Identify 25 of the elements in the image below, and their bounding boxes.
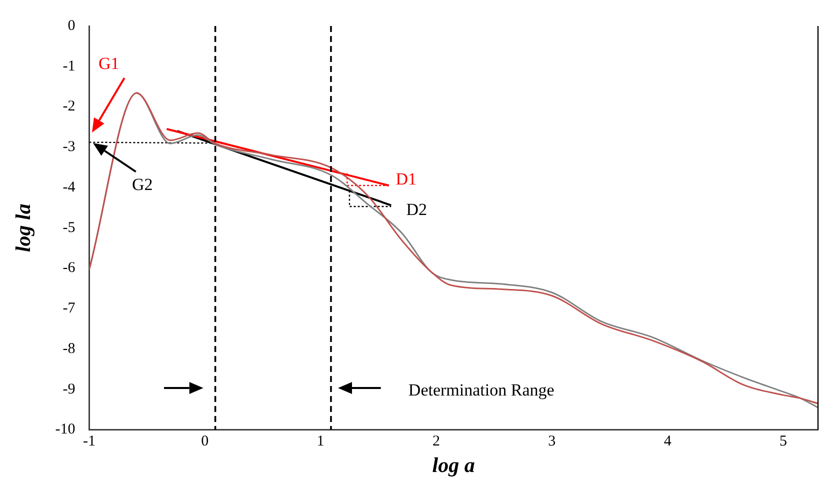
x-tick-label: -1 [82, 434, 96, 450]
x-tick-label: 3 [548, 434, 556, 450]
y-tick-label: -5 [62, 220, 76, 236]
y-tick-label: -4 [62, 179, 76, 196]
x-tick-label: 1 [316, 434, 324, 450]
x-tick-label: 4 [664, 434, 672, 450]
x-tick-label: 0 [201, 434, 209, 450]
x-tick-label: 2 [432, 434, 440, 450]
x-tick-label: 5 [780, 434, 788, 450]
y-tick-label: 0 [68, 18, 76, 34]
annotation: G1 [98, 54, 120, 74]
y-tick-label: -9 [62, 381, 76, 398]
y-tick-label: -8 [62, 340, 76, 357]
y-tick-label: -6 [62, 260, 76, 276]
y-tick-label: -7 [62, 300, 76, 317]
annotation: D1 [396, 170, 417, 189]
x-axis-title: log a [432, 452, 475, 477]
annotation: G2 [132, 174, 153, 194]
y-axis-title: log la [11, 204, 36, 252]
annotation: D2 [406, 200, 427, 220]
y-tick-label: -2 [62, 98, 76, 115]
y-tick-label: -10 [55, 422, 76, 438]
annotation: Determination Range [408, 380, 554, 400]
y-tick-label: -3 [62, 139, 76, 156]
y-tick-label: -1 [62, 58, 76, 74]
